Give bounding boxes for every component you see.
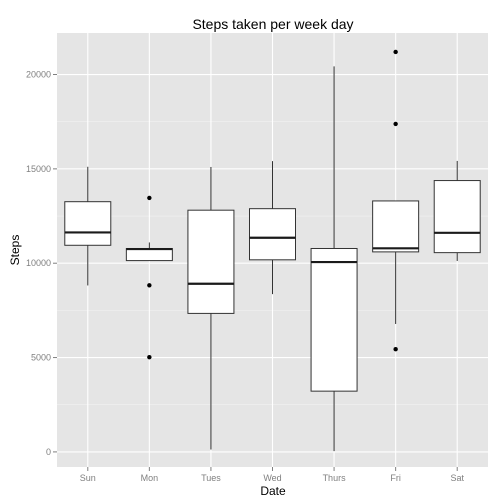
- x-tick-label: Sat: [450, 473, 464, 483]
- y-axis-title: Steps: [8, 235, 22, 266]
- outlier-point: [393, 49, 398, 55]
- box-body: [125, 247, 173, 262]
- x-axis-title: Date: [260, 484, 286, 498]
- box-thurs: [310, 66, 358, 452]
- y-tick-label: 5000: [31, 353, 51, 363]
- box-body: [187, 209, 235, 314]
- outlier-point: [393, 121, 398, 127]
- box-mon: [125, 195, 173, 360]
- x-tick-label: Tues: [201, 473, 221, 483]
- y-axis: 0 5000 10000 15000 20000: [26, 70, 57, 457]
- outlier-point: [147, 195, 152, 201]
- chart-title: Steps taken per week day: [192, 16, 353, 32]
- box-sun: [64, 166, 112, 286]
- boxes-layer: [64, 49, 481, 452]
- y-tick-label: 20000: [26, 70, 51, 80]
- box-sat: [433, 160, 481, 261]
- outlier-point: [393, 347, 398, 352]
- box-body: [310, 247, 358, 392]
- box-wed: [249, 161, 296, 295]
- outlier-point: [147, 354, 152, 360]
- x-tick-label: Fri: [390, 473, 401, 483]
- box-body: [433, 180, 481, 254]
- outlier-point: [147, 283, 152, 288]
- box-body: [249, 208, 296, 261]
- x-tick-label: Mon: [141, 473, 159, 483]
- x-tick-label: Thurs: [323, 473, 347, 483]
- box-body: [372, 200, 420, 253]
- y-tick-label: 15000: [26, 164, 51, 174]
- x-tick-label: Sun: [80, 473, 96, 483]
- y-tick-label: 10000: [26, 258, 51, 268]
- x-axis: Sun Mon Tues Wed Thurs Fri Sat: [80, 467, 464, 483]
- box-body: [64, 201, 112, 246]
- x-tick-label: Wed: [263, 473, 281, 483]
- box-tues: [187, 166, 235, 450]
- box-fri: [372, 49, 420, 352]
- y-tick-label: 0: [46, 447, 51, 457]
